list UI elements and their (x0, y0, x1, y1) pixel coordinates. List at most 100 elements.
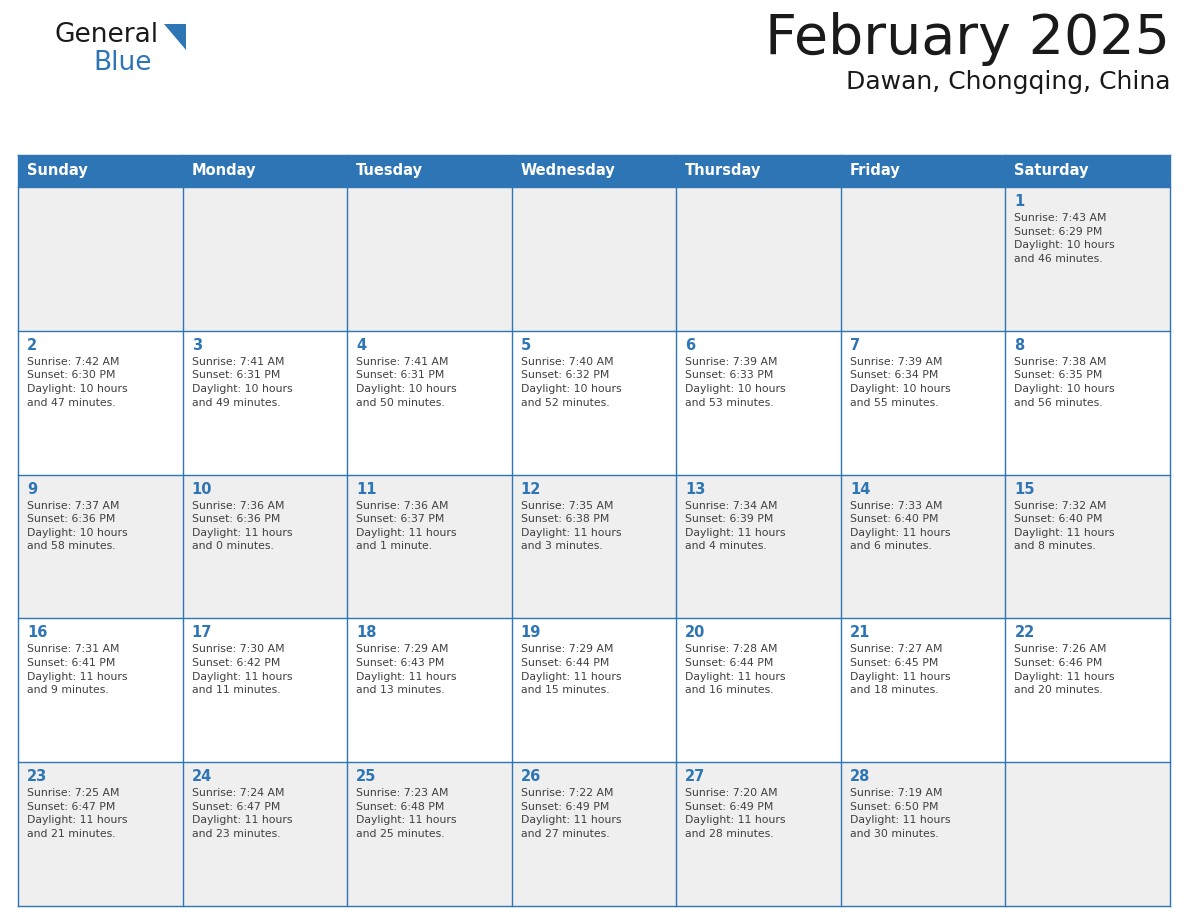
Text: Sunrise: 7:37 AM
Sunset: 6:36 PM
Daylight: 10 hours
and 58 minutes.: Sunrise: 7:37 AM Sunset: 6:36 PM Dayligh… (27, 500, 127, 552)
Text: Blue: Blue (93, 50, 152, 76)
Text: 16: 16 (27, 625, 48, 641)
Text: 25: 25 (356, 769, 377, 784)
Bar (1005, 330, 1170, 475)
Text: 14: 14 (849, 482, 871, 497)
Bar (18, 155, 1170, 187)
Bar (183, 330, 347, 475)
Bar (347, 619, 512, 762)
Text: 3: 3 (191, 338, 202, 353)
Text: Sunrise: 7:27 AM
Sunset: 6:45 PM
Daylight: 11 hours
and 18 minutes.: Sunrise: 7:27 AM Sunset: 6:45 PM Dayligh… (849, 644, 950, 695)
Text: Tuesday: Tuesday (356, 163, 423, 178)
Text: Sunrise: 7:35 AM
Sunset: 6:38 PM
Daylight: 11 hours
and 3 minutes.: Sunrise: 7:35 AM Sunset: 6:38 PM Dayligh… (520, 500, 621, 552)
Text: 22: 22 (1015, 625, 1035, 641)
Text: Sunrise: 7:29 AM
Sunset: 6:43 PM
Daylight: 11 hours
and 13 minutes.: Sunrise: 7:29 AM Sunset: 6:43 PM Dayligh… (356, 644, 456, 695)
Text: Sunrise: 7:20 AM
Sunset: 6:49 PM
Daylight: 11 hours
and 28 minutes.: Sunrise: 7:20 AM Sunset: 6:49 PM Dayligh… (685, 789, 785, 839)
Text: 20: 20 (685, 625, 706, 641)
Bar (347, 762, 512, 906)
Text: General: General (55, 22, 159, 48)
Polygon shape (164, 24, 187, 50)
Text: 1: 1 (1015, 194, 1025, 209)
Text: 10: 10 (191, 482, 213, 497)
Text: Sunrise: 7:29 AM
Sunset: 6:44 PM
Daylight: 11 hours
and 15 minutes.: Sunrise: 7:29 AM Sunset: 6:44 PM Dayligh… (520, 644, 621, 695)
Bar (841, 762, 1005, 906)
Text: 4: 4 (356, 338, 366, 353)
Text: 28: 28 (849, 769, 871, 784)
Text: Sunrise: 7:43 AM
Sunset: 6:29 PM
Daylight: 10 hours
and 46 minutes.: Sunrise: 7:43 AM Sunset: 6:29 PM Dayligh… (1015, 213, 1116, 263)
Text: Sunrise: 7:39 AM
Sunset: 6:34 PM
Daylight: 10 hours
and 55 minutes.: Sunrise: 7:39 AM Sunset: 6:34 PM Dayligh… (849, 357, 950, 408)
Text: Sunrise: 7:38 AM
Sunset: 6:35 PM
Daylight: 10 hours
and 56 minutes.: Sunrise: 7:38 AM Sunset: 6:35 PM Dayligh… (1015, 357, 1116, 408)
Bar (512, 619, 676, 762)
Text: 17: 17 (191, 625, 211, 641)
Text: 8: 8 (1015, 338, 1025, 353)
Text: Sunrise: 7:41 AM
Sunset: 6:31 PM
Daylight: 10 hours
and 50 minutes.: Sunrise: 7:41 AM Sunset: 6:31 PM Dayligh… (356, 357, 456, 408)
Text: Sunrise: 7:34 AM
Sunset: 6:39 PM
Daylight: 11 hours
and 4 minutes.: Sunrise: 7:34 AM Sunset: 6:39 PM Dayligh… (685, 500, 785, 552)
Text: Sunrise: 7:30 AM
Sunset: 6:42 PM
Daylight: 11 hours
and 11 minutes.: Sunrise: 7:30 AM Sunset: 6:42 PM Dayligh… (191, 644, 292, 695)
Bar (183, 187, 347, 330)
Bar (676, 330, 841, 475)
Text: Sunrise: 7:23 AM
Sunset: 6:48 PM
Daylight: 11 hours
and 25 minutes.: Sunrise: 7:23 AM Sunset: 6:48 PM Dayligh… (356, 789, 456, 839)
Text: 19: 19 (520, 625, 541, 641)
Bar (18, 475, 183, 619)
Text: 11: 11 (356, 482, 377, 497)
Bar (512, 187, 676, 330)
Text: Sunday: Sunday (27, 163, 88, 178)
Text: Sunrise: 7:25 AM
Sunset: 6:47 PM
Daylight: 11 hours
and 21 minutes.: Sunrise: 7:25 AM Sunset: 6:47 PM Dayligh… (27, 789, 127, 839)
Bar (183, 762, 347, 906)
Bar (841, 475, 1005, 619)
Text: 9: 9 (27, 482, 37, 497)
Bar (512, 330, 676, 475)
Text: 27: 27 (685, 769, 706, 784)
Text: 12: 12 (520, 482, 541, 497)
Bar (183, 475, 347, 619)
Text: Sunrise: 7:26 AM
Sunset: 6:46 PM
Daylight: 11 hours
and 20 minutes.: Sunrise: 7:26 AM Sunset: 6:46 PM Dayligh… (1015, 644, 1114, 695)
Text: 15: 15 (1015, 482, 1035, 497)
Text: Saturday: Saturday (1015, 163, 1089, 178)
Bar (676, 619, 841, 762)
Bar (347, 187, 512, 330)
Bar (841, 619, 1005, 762)
Bar (841, 187, 1005, 330)
Text: Sunrise: 7:39 AM
Sunset: 6:33 PM
Daylight: 10 hours
and 53 minutes.: Sunrise: 7:39 AM Sunset: 6:33 PM Dayligh… (685, 357, 786, 408)
Bar (183, 619, 347, 762)
Text: Sunrise: 7:19 AM
Sunset: 6:50 PM
Daylight: 11 hours
and 30 minutes.: Sunrise: 7:19 AM Sunset: 6:50 PM Dayligh… (849, 789, 950, 839)
Text: Thursday: Thursday (685, 163, 762, 178)
Text: 6: 6 (685, 338, 695, 353)
Bar (1005, 762, 1170, 906)
Text: Sunrise: 7:33 AM
Sunset: 6:40 PM
Daylight: 11 hours
and 6 minutes.: Sunrise: 7:33 AM Sunset: 6:40 PM Dayligh… (849, 500, 950, 552)
Bar (512, 475, 676, 619)
Bar (18, 330, 183, 475)
Bar (18, 619, 183, 762)
Bar (347, 330, 512, 475)
Text: 23: 23 (27, 769, 48, 784)
Text: Sunrise: 7:31 AM
Sunset: 6:41 PM
Daylight: 11 hours
and 9 minutes.: Sunrise: 7:31 AM Sunset: 6:41 PM Dayligh… (27, 644, 127, 695)
Text: Dawan, Chongqing, China: Dawan, Chongqing, China (846, 70, 1170, 94)
Text: Sunrise: 7:36 AM
Sunset: 6:37 PM
Daylight: 11 hours
and 1 minute.: Sunrise: 7:36 AM Sunset: 6:37 PM Dayligh… (356, 500, 456, 552)
Text: 18: 18 (356, 625, 377, 641)
Text: Sunrise: 7:40 AM
Sunset: 6:32 PM
Daylight: 10 hours
and 52 minutes.: Sunrise: 7:40 AM Sunset: 6:32 PM Dayligh… (520, 357, 621, 408)
Text: 13: 13 (685, 482, 706, 497)
Text: Sunrise: 7:24 AM
Sunset: 6:47 PM
Daylight: 11 hours
and 23 minutes.: Sunrise: 7:24 AM Sunset: 6:47 PM Dayligh… (191, 789, 292, 839)
Bar (1005, 619, 1170, 762)
Text: Wednesday: Wednesday (520, 163, 615, 178)
Text: 21: 21 (849, 625, 871, 641)
Bar (1005, 475, 1170, 619)
Bar (347, 475, 512, 619)
Text: Sunrise: 7:28 AM
Sunset: 6:44 PM
Daylight: 11 hours
and 16 minutes.: Sunrise: 7:28 AM Sunset: 6:44 PM Dayligh… (685, 644, 785, 695)
Text: 5: 5 (520, 338, 531, 353)
Text: 2: 2 (27, 338, 37, 353)
Bar (676, 762, 841, 906)
Bar (18, 187, 183, 330)
Text: Sunrise: 7:42 AM
Sunset: 6:30 PM
Daylight: 10 hours
and 47 minutes.: Sunrise: 7:42 AM Sunset: 6:30 PM Dayligh… (27, 357, 127, 408)
Text: 24: 24 (191, 769, 211, 784)
Bar (676, 475, 841, 619)
Bar (841, 330, 1005, 475)
Text: Sunrise: 7:32 AM
Sunset: 6:40 PM
Daylight: 11 hours
and 8 minutes.: Sunrise: 7:32 AM Sunset: 6:40 PM Dayligh… (1015, 500, 1114, 552)
Bar (512, 762, 676, 906)
Bar (18, 762, 183, 906)
Text: Monday: Monday (191, 163, 257, 178)
Text: February 2025: February 2025 (765, 12, 1170, 66)
Bar (1005, 187, 1170, 330)
Text: Sunrise: 7:22 AM
Sunset: 6:49 PM
Daylight: 11 hours
and 27 minutes.: Sunrise: 7:22 AM Sunset: 6:49 PM Dayligh… (520, 789, 621, 839)
Text: Sunrise: 7:41 AM
Sunset: 6:31 PM
Daylight: 10 hours
and 49 minutes.: Sunrise: 7:41 AM Sunset: 6:31 PM Dayligh… (191, 357, 292, 408)
Text: Friday: Friday (849, 163, 901, 178)
